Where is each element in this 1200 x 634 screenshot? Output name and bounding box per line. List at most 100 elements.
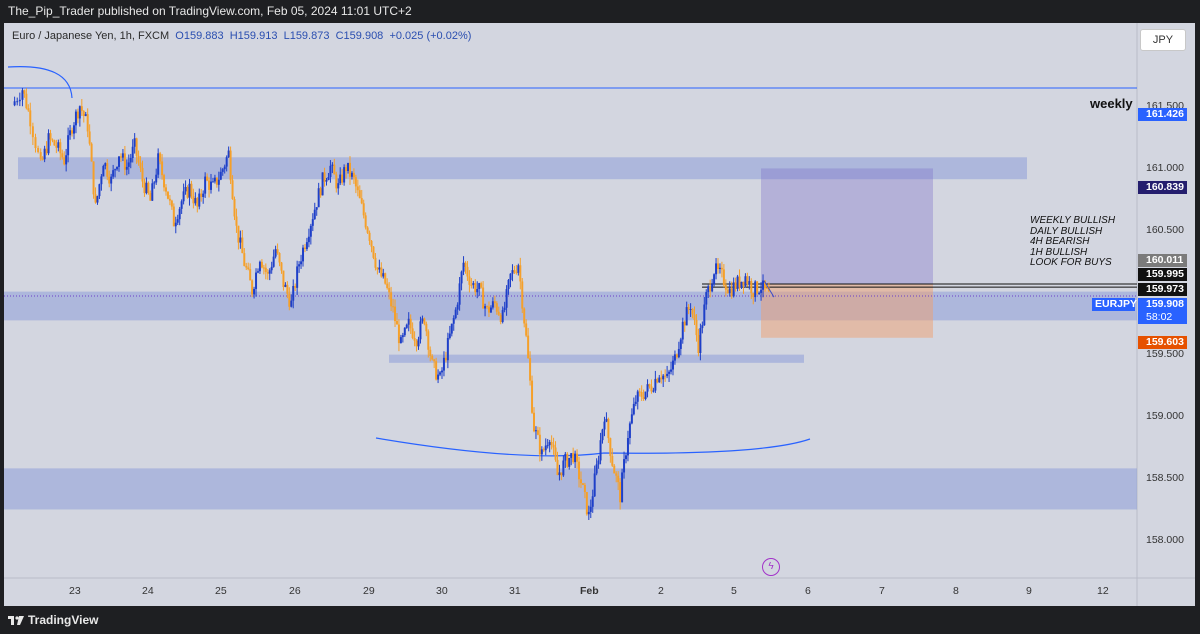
candle-body [595, 464, 598, 474]
candle-body [576, 453, 579, 462]
candle-body [491, 301, 494, 308]
candle-body [217, 179, 220, 185]
candle-body [762, 280, 765, 290]
candle-body [734, 282, 737, 290]
candle-body [233, 199, 236, 217]
candle-body [350, 172, 353, 177]
candle-body [517, 265, 520, 273]
candle-body [298, 264, 301, 267]
candle-body [509, 273, 512, 280]
candle-body [47, 133, 50, 154]
ohlc-high: H159.913 [229, 30, 278, 42]
candle-body [730, 288, 733, 297]
candle-body [493, 301, 496, 304]
candle-body [474, 283, 477, 293]
candle-body [564, 453, 567, 461]
candle-body [315, 207, 318, 210]
candle-body [395, 321, 398, 325]
candle-body [235, 216, 238, 226]
candle-body [65, 155, 68, 165]
price-tick: 158.500 [1146, 472, 1184, 484]
time-tick: 23 [69, 585, 81, 597]
candle-body [460, 271, 463, 284]
price-tag-current: 159.908 [1138, 298, 1187, 311]
candle-body [149, 193, 152, 201]
candle-body [106, 163, 109, 177]
candle-body [370, 240, 373, 247]
candle-body [742, 281, 745, 286]
candle-body [139, 162, 142, 168]
candle-body [593, 473, 596, 497]
weekly-label: weekly [1090, 96, 1133, 111]
candle-body [166, 191, 169, 199]
candle-body [421, 318, 424, 322]
candle-body [724, 285, 727, 290]
candle-body [546, 445, 549, 447]
candle-body [417, 339, 420, 347]
candle-body [540, 449, 543, 455]
tradingview-brand: TradingView [28, 613, 99, 627]
note-line: LOOK FOR BUYS [1030, 257, 1112, 268]
time-tick: 25 [215, 585, 227, 597]
candle-body [114, 169, 117, 171]
candle-body [159, 153, 162, 162]
candle-body [278, 253, 281, 263]
price-chart[interactable] [4, 23, 1195, 606]
candle-body [636, 391, 639, 402]
candle-body [503, 307, 506, 311]
candle-body [256, 271, 259, 273]
candle-body [568, 457, 571, 467]
candle-body [736, 276, 739, 290]
candle-body [617, 475, 620, 483]
candle-body [302, 247, 305, 262]
candle-body [693, 314, 696, 320]
candle-body [505, 289, 508, 308]
candle-body [589, 506, 592, 512]
candle-body [752, 293, 755, 298]
candle-body [478, 283, 481, 290]
candle-body [200, 193, 203, 197]
candle-body [439, 372, 442, 375]
candle-body [153, 182, 156, 184]
time-tick: 8 [953, 585, 959, 597]
candle-body [634, 401, 637, 404]
candle-body [243, 253, 246, 266]
time-tick: 5 [731, 585, 737, 597]
candle-body [208, 180, 211, 190]
candle-body [288, 293, 291, 307]
candle-body [80, 106, 83, 112]
candle-body [675, 354, 678, 358]
candle-body [581, 483, 584, 485]
candle-body [691, 309, 694, 315]
candle-body [202, 193, 205, 197]
candle-body [61, 153, 64, 158]
candle-body [533, 412, 535, 432]
currency-button[interactable]: JPY [1140, 29, 1186, 51]
candle-body [603, 421, 606, 430]
candle-body [638, 391, 641, 393]
chart-frame[interactable]: Euro / Japanese Yen, 1h, FXCM O159.883 H… [4, 23, 1195, 606]
candle-body [399, 337, 402, 344]
candle-body [151, 183, 154, 201]
candle-body [480, 283, 483, 288]
candle-body [182, 191, 185, 202]
candle-body [112, 170, 115, 177]
price-tick: 159.500 [1146, 348, 1184, 360]
price-tag-weekly: 161.426 [1138, 108, 1187, 121]
candle-body [695, 319, 698, 336]
candle-body [180, 201, 183, 209]
candle-body [39, 152, 42, 159]
candle-body [163, 175, 166, 188]
lightning-event-icon[interactable]: ϟ [762, 558, 780, 576]
candle-body [229, 150, 232, 181]
candle-body [131, 146, 134, 158]
candle-body [578, 461, 581, 480]
candle-body [758, 292, 761, 294]
candle-body [630, 414, 633, 424]
candle-body [251, 280, 254, 295]
candle-body [574, 453, 577, 463]
candle-body [566, 453, 569, 467]
candle-body [662, 375, 665, 380]
candle-body [715, 263, 718, 275]
candle-body [542, 449, 545, 451]
